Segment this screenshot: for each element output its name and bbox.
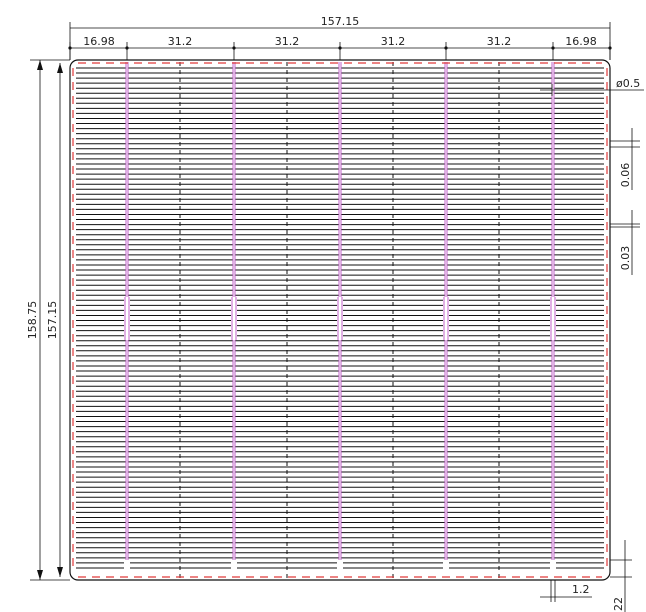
dim-finger-width: 0.03 xyxy=(619,246,632,271)
segment-dot xyxy=(608,46,612,50)
dim-bottom-edge: 22 xyxy=(612,597,625,611)
arrow-top-outer xyxy=(37,60,43,70)
dim-edge-left: 16.98 xyxy=(83,35,115,48)
busbar-gap xyxy=(337,560,343,578)
busbar-gap xyxy=(231,560,237,578)
dim-spacing-3: 31.2 xyxy=(381,35,406,48)
busbar-gap xyxy=(550,297,556,340)
dim-finger-pitch: 0.06 xyxy=(619,163,632,188)
busbar-gap xyxy=(231,297,237,340)
dim-height-outer: 158.75 xyxy=(26,301,39,340)
busbar-gap xyxy=(443,297,449,340)
dashed-center-lines xyxy=(179,62,500,578)
busbar-gap xyxy=(124,560,130,578)
dim-spacing-1: 31.2 xyxy=(168,35,193,48)
busbars xyxy=(124,62,556,578)
segment-dot xyxy=(68,46,72,50)
dim-busbar-width: 1.2 xyxy=(572,583,590,596)
dim-hole-diameter: ø0.5 xyxy=(616,77,640,90)
segment-dot xyxy=(551,46,555,50)
segment-ticks xyxy=(68,42,612,60)
segment-dot xyxy=(125,46,129,50)
segment-dot xyxy=(338,46,342,50)
dim-spacing-2: 31.2 xyxy=(275,35,300,48)
busbar-gap xyxy=(443,560,449,578)
busbar-gap xyxy=(337,297,343,340)
dim-height-inner: 157.15 xyxy=(46,301,59,340)
busbar-gap xyxy=(124,297,130,340)
arrow-bottom-outer xyxy=(37,570,43,580)
dim-edge-right: 16.98 xyxy=(565,35,597,48)
segment-dot xyxy=(232,46,236,50)
busbar-gap xyxy=(550,560,556,578)
dim-spacing-4: 31.2 xyxy=(487,35,512,48)
segment-dot xyxy=(444,46,448,50)
arrow-top-inner xyxy=(57,63,63,73)
arrow-bottom-inner xyxy=(57,567,63,577)
dim-overall-width: 157.15 xyxy=(321,15,360,28)
